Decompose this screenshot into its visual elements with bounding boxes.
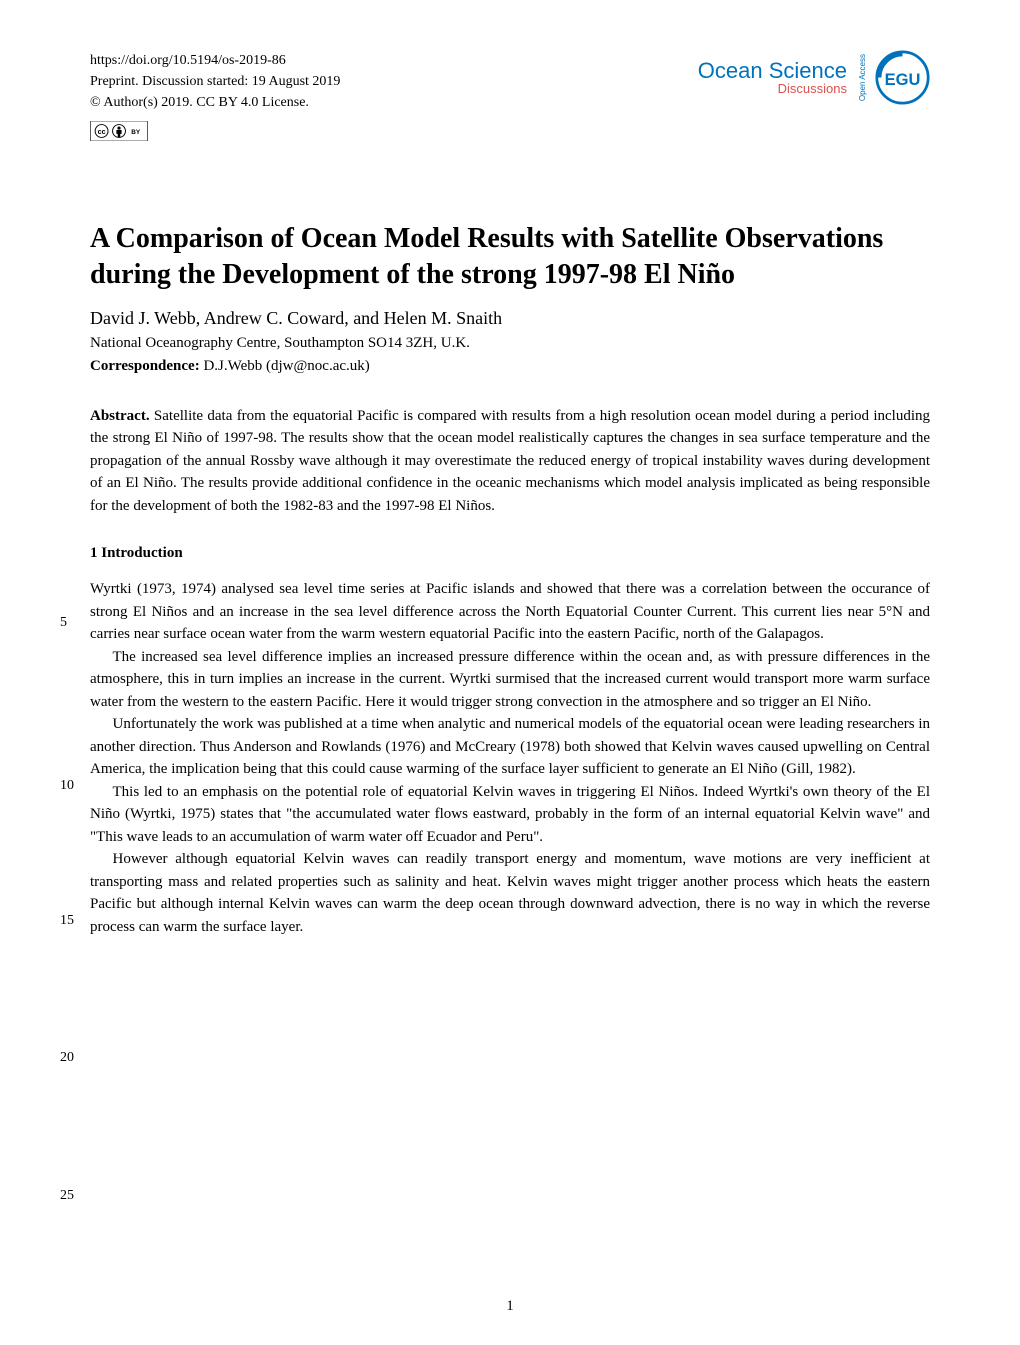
line-number-25: 25 (60, 1188, 74, 1204)
paragraph-5: However although equatorial Kelvin waves… (90, 848, 930, 938)
line-number-5: 5 (60, 615, 67, 631)
correspondence-label: Correspondence: (90, 358, 200, 374)
paper-title: A Comparison of Ocean Model Results with… (90, 221, 930, 294)
svg-text:BY: BY (131, 129, 141, 136)
paragraph-3: Unfortunately the work was published at … (90, 713, 930, 781)
egu-logo-icon: EGU (875, 50, 930, 105)
affiliation: National Oceanography Centre, Southampto… (90, 335, 930, 352)
body-text: Wyrtki (1973, 1974) analysed sea level t… (90, 578, 930, 938)
authors: David J. Webb, Andrew C. Coward, and Hel… (90, 308, 930, 329)
abstract: Abstract. Satellite data from the equato… (90, 405, 930, 518)
preprint-line: Preprint. Discussion started: 19 August … (90, 71, 340, 92)
copyright-line: © Author(s) 2019. CC BY 4.0 License. (90, 92, 340, 113)
svg-text:cc: cc (98, 128, 106, 136)
header-right: Ocean Science Discussions Open Access EG… (698, 50, 930, 105)
header-left: https://doi.org/10.5194/os-2019-86 Prepr… (90, 50, 340, 113)
paragraph-1: Wyrtki (1973, 1974) analysed sea level t… (90, 578, 930, 646)
cc-by-icon: cc BY (90, 121, 148, 141)
svg-text:EGU: EGU (885, 71, 921, 89)
section-1-heading: 1 Introduction (90, 545, 930, 562)
paragraph-4: This led to an emphasis on the potential… (90, 781, 930, 849)
doi-link[interactable]: https://doi.org/10.5194/os-2019-86 (90, 50, 340, 71)
line-number-15: 15 (60, 913, 74, 929)
journal-name: Ocean Science (698, 60, 847, 82)
journal-discussions: Discussions (698, 82, 847, 95)
open-access-label: Open Access (858, 54, 867, 101)
abstract-text: Satellite data from the equatorial Pacif… (90, 408, 930, 514)
cc-by-badge: cc BY (90, 121, 930, 146)
correspondence: Correspondence: D.J.Webb (djw@noc.ac.uk) (90, 358, 930, 375)
page-number: 1 (506, 1298, 514, 1315)
header-row: https://doi.org/10.5194/os-2019-86 Prepr… (90, 50, 930, 113)
correspondence-value: D.J.Webb (djw@noc.ac.uk) (203, 358, 369, 374)
journal-box: Ocean Science Discussions (698, 60, 847, 95)
line-number-10: 10 (60, 778, 74, 794)
line-number-20: 20 (60, 1050, 74, 1066)
paragraph-2: The increased sea level difference impli… (90, 646, 930, 714)
abstract-label: Abstract. (90, 408, 150, 424)
